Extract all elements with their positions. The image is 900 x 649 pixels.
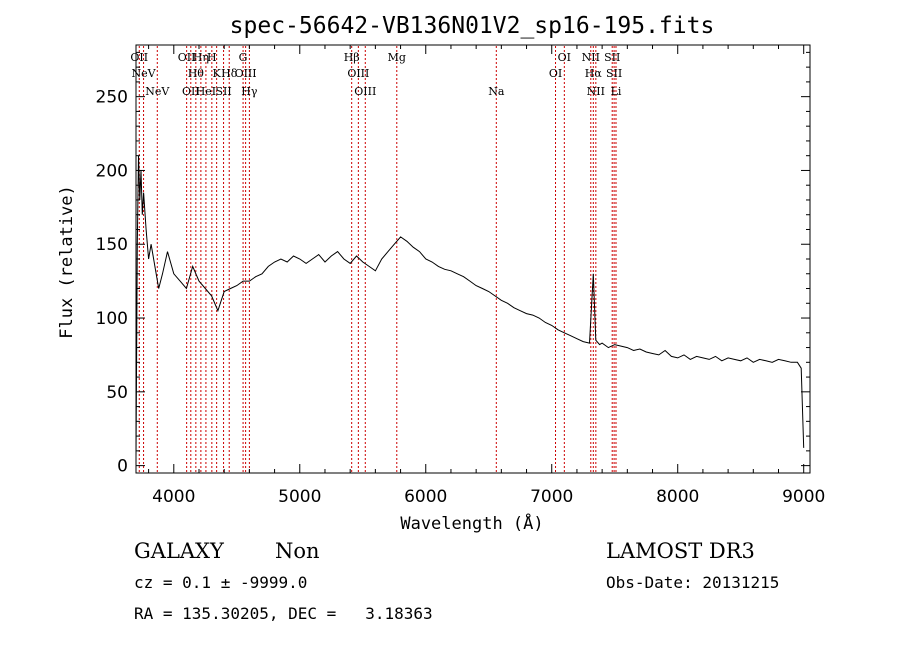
plot-frame [135,44,811,474]
line-label-27: Li [611,85,622,98]
y-tick-label-4: 200 [96,161,128,181]
object-class: GALAXY [134,539,225,563]
line-label-9: K [213,67,222,80]
emission-line-markers [138,46,617,472]
line-label-8: H [207,51,217,64]
obs-date: Obs-Date: 20131215 [606,573,779,592]
x-tick-label-0: 4000 [152,487,195,507]
line-label-5: Hθ [188,67,205,80]
line-label-25: SII [604,51,620,64]
line-label-1: NeV [132,67,157,80]
line-label-18: Mg [388,51,406,64]
redshift-readout: cz = 0.1 ± -9999.0 [134,573,307,592]
x-axis-label: Wavelength (Å) [400,512,543,534]
line-label-7: HeI [196,85,216,98]
line-label-20: OI [549,67,562,80]
x-tick-label-1: 5000 [278,487,321,507]
x-axis-ticks: 4000 5000 6000 7000 8000 9000 [148,45,825,507]
line-label-6: Hη [193,51,209,64]
line-label-15: Hβ [344,51,360,64]
line-label-14: Hγ [241,85,258,98]
line-label-12: G [239,51,248,64]
x-tick-label-2: 6000 [404,487,447,507]
line-label-17: OIII [354,85,376,98]
y-tick-label-5: 250 [96,88,128,108]
spectrum-line [135,155,805,459]
line-label-24: NII [587,85,605,98]
y-axis-label: Flux (relative) [57,185,77,339]
line-label-13: OIII [235,67,257,80]
x-tick-label-5: 9000 [782,487,825,507]
y-tick-label-3: 150 [96,235,128,255]
line-label-26: SII [606,67,622,80]
line-label-11: Hδ [221,67,238,80]
line-label-0: OII [130,51,148,64]
line-label-23: Hα [585,67,603,80]
y-axis-ticks: 0 50 100 150 200 250 [96,51,810,477]
line-label-21: OI [558,51,571,64]
x-tick-label-4: 8000 [656,487,699,507]
emission-line-labels: OII NeV NeV OII OII Hθ Hη HeI HK SII HδG OIII Hγ Hβ OI… [130,51,622,98]
line-label-16: OIII [347,67,369,80]
line-label-22: NII [582,51,600,64]
line-label-10: SII [215,85,231,98]
coordinates-readout: RA = 135.30205, DEC = 3.18363 [134,604,433,623]
y-tick-label-1: 50 [106,383,128,403]
y-tick-label-2: 100 [96,309,128,329]
line-label-3: OII [178,51,196,64]
survey-label: LAMOST DR3 [606,539,755,563]
x-tick-label-3: 7000 [530,487,573,507]
object-subclass: Non [275,539,320,563]
line-label-4: OII [182,85,200,98]
chart-title: spec-56642-VB136N01V2_sp16-195.fits [230,13,715,39]
y-tick-label-0: 0 [117,457,128,477]
line-label-2: NeV [145,85,170,98]
line-label-19: Na [488,85,505,98]
